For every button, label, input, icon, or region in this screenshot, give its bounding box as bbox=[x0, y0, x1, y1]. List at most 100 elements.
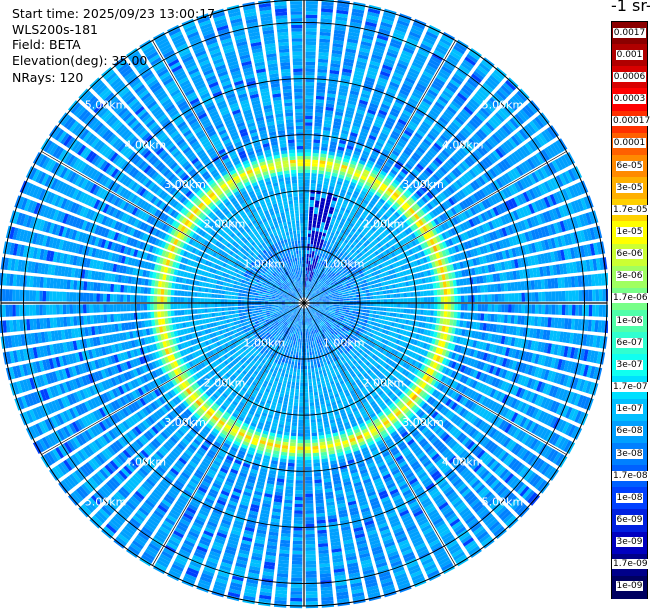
ray-gate bbox=[374, 250, 379, 256]
ray-gate bbox=[448, 197, 455, 206]
ray-gate bbox=[370, 329, 376, 334]
ray-gate bbox=[320, 257, 324, 261]
ray-gate bbox=[373, 256, 379, 261]
ray-gate bbox=[413, 260, 418, 267]
ray-gate bbox=[469, 339, 474, 347]
ray-gate bbox=[318, 214, 323, 219]
ray-gate bbox=[463, 231, 470, 240]
ray-gate bbox=[453, 97, 464, 107]
ray-gate bbox=[375, 230, 381, 236]
ray-gate bbox=[392, 370, 398, 376]
ray-gate bbox=[407, 186, 415, 194]
ray-gate bbox=[561, 389, 569, 402]
ray-gate bbox=[416, 211, 423, 218]
ray-gate bbox=[458, 147, 468, 157]
ray-gate bbox=[399, 288, 404, 293]
ray-gate bbox=[478, 407, 487, 417]
ray-gate bbox=[473, 359, 479, 368]
ray-gate bbox=[430, 379, 437, 386]
ray-gate bbox=[434, 296, 438, 303]
ray-gate bbox=[424, 263, 430, 270]
ray-gate bbox=[453, 254, 459, 262]
ray-gate bbox=[350, 87, 360, 93]
ray-gate bbox=[395, 318, 400, 323]
ray-gate bbox=[335, 293, 340, 296]
ray-gate bbox=[369, 268, 374, 273]
ray-gate bbox=[309, 293, 312, 296]
ray-gate bbox=[421, 207, 428, 214]
ray-gate bbox=[514, 247, 520, 257]
ray-gate bbox=[320, 362, 325, 367]
ray-gate bbox=[447, 238, 454, 246]
ray-gate bbox=[326, 198, 331, 204]
ray-gate bbox=[317, 259, 321, 264]
ray-gate bbox=[442, 90, 453, 99]
ray-gate bbox=[403, 129, 413, 137]
ray-gate bbox=[382, 311, 387, 316]
ray-gate bbox=[304, 257, 307, 261]
ray-gate bbox=[524, 160, 533, 171]
ray-gate bbox=[475, 178, 483, 187]
ray-gate bbox=[304, 193, 310, 197]
ray-gate bbox=[317, 282, 321, 286]
ray-gate bbox=[431, 261, 436, 268]
ray-gate bbox=[318, 45, 330, 50]
ray-gate bbox=[531, 187, 540, 198]
ray-gate bbox=[368, 317, 372, 321]
ray-gate bbox=[351, 313, 356, 317]
ray-gate bbox=[359, 312, 363, 315]
ray-gate bbox=[432, 282, 437, 289]
ray-gate bbox=[312, 279, 315, 283]
ray-gate bbox=[505, 271, 511, 281]
ray-gate bbox=[440, 375, 447, 383]
ray-gate bbox=[319, 305, 323, 307]
ray-gate bbox=[416, 52, 428, 61]
ray-gate bbox=[321, 5, 334, 10]
ray-gate bbox=[552, 330, 558, 342]
ray-gate bbox=[363, 300, 367, 303]
ray-gate bbox=[390, 258, 395, 264]
ray-gate bbox=[491, 304, 495, 312]
ray-gate bbox=[402, 362, 408, 368]
ray-gate bbox=[520, 315, 525, 325]
ray-gate bbox=[433, 124, 443, 133]
ray-gate bbox=[426, 330, 432, 336]
ray-gate bbox=[383, 334, 388, 339]
ray-gate bbox=[326, 195, 332, 200]
ray-gate bbox=[489, 74, 501, 85]
ray-gate bbox=[320, 312, 324, 316]
ray-gate bbox=[396, 328, 401, 334]
ray-gate bbox=[463, 84, 474, 94]
ray-gate bbox=[328, 294, 333, 297]
ray-gate bbox=[444, 296, 448, 303]
ray-gate bbox=[500, 143, 510, 154]
ray-gate bbox=[389, 216, 396, 223]
ray-gate bbox=[443, 265, 448, 273]
ray-gate bbox=[444, 273, 450, 280]
ray-gate bbox=[355, 314, 359, 318]
ray-gate bbox=[544, 278, 549, 289]
ray-gate bbox=[341, 249, 346, 254]
ray-gate bbox=[401, 341, 407, 348]
ray-gate bbox=[373, 330, 379, 335]
ray-gate bbox=[488, 376, 495, 385]
ray-gate bbox=[524, 244, 530, 255]
ray-gate bbox=[384, 221, 391, 227]
ray-gate bbox=[356, 303, 361, 306]
ray-gate bbox=[315, 298, 320, 300]
ray-gate bbox=[492, 150, 501, 160]
ray-gate bbox=[320, 150, 328, 155]
ray-gate bbox=[362, 312, 366, 316]
ray-gate bbox=[328, 238, 332, 243]
ray-gate bbox=[305, 55, 316, 59]
ray-gate bbox=[446, 311, 451, 318]
ray-gate bbox=[328, 257, 333, 262]
ray-gate bbox=[553, 222, 560, 234]
ray-gate bbox=[514, 281, 518, 291]
ray-gate bbox=[388, 45, 400, 52]
ray-gate bbox=[411, 195, 418, 202]
ray-gate bbox=[320, 201, 325, 206]
ray-gate bbox=[505, 439, 514, 450]
ray-gate bbox=[432, 354, 438, 361]
ray-gate bbox=[487, 154, 496, 164]
